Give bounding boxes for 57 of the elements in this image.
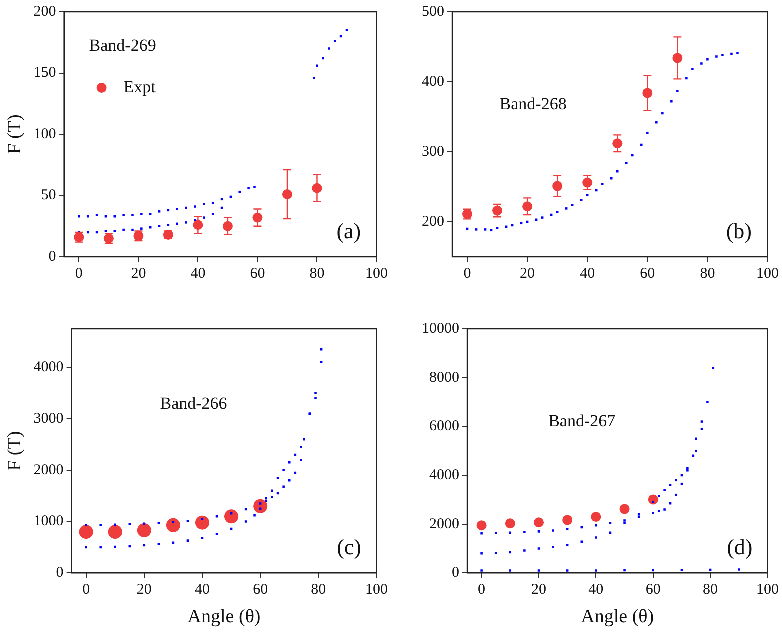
x-tick-label: 0 bbox=[478, 582, 486, 598]
y-tick-label: 4000 bbox=[430, 466, 460, 483]
x-tick-label: 60 bbox=[640, 266, 656, 282]
y-tick-label: 100 bbox=[34, 126, 56, 142]
x-tick-label: 40 bbox=[190, 266, 206, 282]
y-axis-title: F (T) bbox=[4, 430, 26, 470]
x-tick-label: 40 bbox=[194, 582, 210, 598]
y-tick-label: 0 bbox=[56, 564, 64, 581]
x-tick-label: 20 bbox=[520, 266, 536, 282]
y-tick-label: 300 bbox=[422, 144, 444, 160]
x-tick-label: 100 bbox=[756, 582, 779, 598]
annotation: (a) bbox=[336, 218, 362, 244]
y-tick-label: 2000 bbox=[430, 516, 460, 532]
x-tick-label: 60 bbox=[250, 266, 266, 282]
y-axis-title: F (T) bbox=[4, 114, 26, 154]
y-tick-label: 3000 bbox=[34, 410, 64, 426]
x-tick-label: 80 bbox=[310, 266, 325, 282]
x-tick-label: 20 bbox=[531, 582, 546, 598]
annotation: Band-268 bbox=[500, 94, 567, 114]
y-tick-label: 8000 bbox=[430, 369, 460, 386]
y-tick-label: 200 bbox=[34, 4, 56, 20]
y-tick-label: 6000 bbox=[430, 418, 460, 434]
legend-label: Expt bbox=[124, 77, 156, 96]
annotation: (d) bbox=[727, 534, 753, 560]
y-tick-label: 400 bbox=[422, 74, 444, 90]
y-tick-label: 4000 bbox=[34, 358, 64, 375]
x-tick-label: 80 bbox=[311, 582, 326, 598]
annotation: Band-267 bbox=[548, 410, 616, 430]
y-tick-label: 150 bbox=[34, 65, 56, 82]
x-tick-label: 40 bbox=[580, 266, 596, 282]
x-axis-title: Angle (θ) bbox=[581, 606, 654, 628]
annotation: (b) bbox=[726, 218, 752, 244]
x-tick-label: 60 bbox=[646, 582, 661, 598]
x-tick-label: 60 bbox=[253, 582, 268, 598]
annotation: Band-269 bbox=[89, 36, 156, 55]
x-tick-label: 20 bbox=[136, 582, 152, 598]
y-tick-label: 200 bbox=[422, 214, 444, 230]
x-tick-label: 40 bbox=[588, 582, 604, 598]
y-tick-label: 1000 bbox=[34, 513, 64, 530]
y-tick-label: 50 bbox=[41, 188, 56, 204]
annotation: (c) bbox=[337, 534, 362, 560]
x-tick-label: 100 bbox=[366, 582, 388, 598]
x-tick-label: 20 bbox=[131, 266, 146, 282]
y-tick-label: 0 bbox=[452, 564, 460, 581]
y-tick-label: 2000 bbox=[34, 462, 64, 478]
x-tick-label: 0 bbox=[464, 266, 472, 282]
x-tick-label: 80 bbox=[703, 582, 718, 598]
y-tick-label: 10000 bbox=[422, 320, 460, 336]
x-tick-label: 80 bbox=[700, 266, 716, 282]
x-tick-label: 100 bbox=[366, 266, 388, 282]
x-axis-title: Angle (θ) bbox=[188, 606, 261, 628]
y-tick-label: 0 bbox=[48, 248, 56, 265]
x-tick-label: 100 bbox=[756, 266, 779, 282]
x-tick-label: 0 bbox=[75, 266, 83, 282]
y-tick-label: 500 bbox=[422, 4, 444, 20]
x-tick-label: 0 bbox=[82, 582, 90, 598]
annotation: Band-266 bbox=[160, 394, 228, 413]
